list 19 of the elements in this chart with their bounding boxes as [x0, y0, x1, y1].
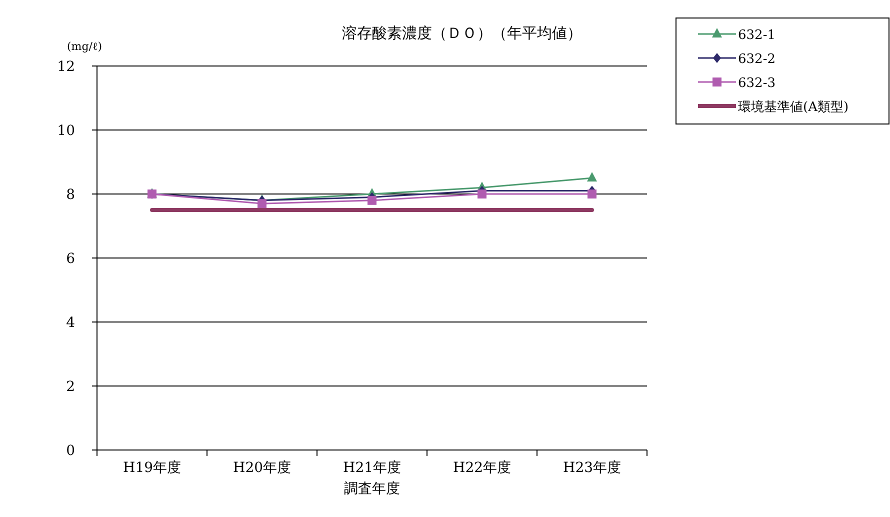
x-tick-label: H19年度 [122, 460, 182, 476]
x-tick-label: H20年度 [232, 460, 292, 476]
chart-title: 溶存酸素濃度（ＤＯ）（年平均値） [342, 24, 582, 42]
legend-label: 632-3 [738, 76, 776, 91]
y-tick-label: 12 [57, 59, 75, 75]
y-tick-label: 4 [66, 315, 76, 331]
x-tick-label: H23年度 [562, 460, 622, 476]
legend-label: 632-1 [738, 28, 776, 43]
legend-label: 環境基準値(A類型) [738, 99, 849, 115]
legend-label: 632-2 [738, 52, 776, 67]
y-axis-title: (mg/ℓ) [67, 40, 102, 53]
x-tick-label: H21年度 [342, 460, 402, 476]
x-tick-label: H22年度 [452, 460, 512, 476]
y-tick-label: 2 [66, 379, 75, 395]
y-tick-label: 0 [66, 443, 75, 459]
y-tick-label: 8 [66, 187, 75, 203]
y-tick-label: 6 [66, 251, 76, 267]
x-axis-title: 調査年度 [344, 481, 400, 497]
y-tick-label: 10 [57, 123, 75, 139]
